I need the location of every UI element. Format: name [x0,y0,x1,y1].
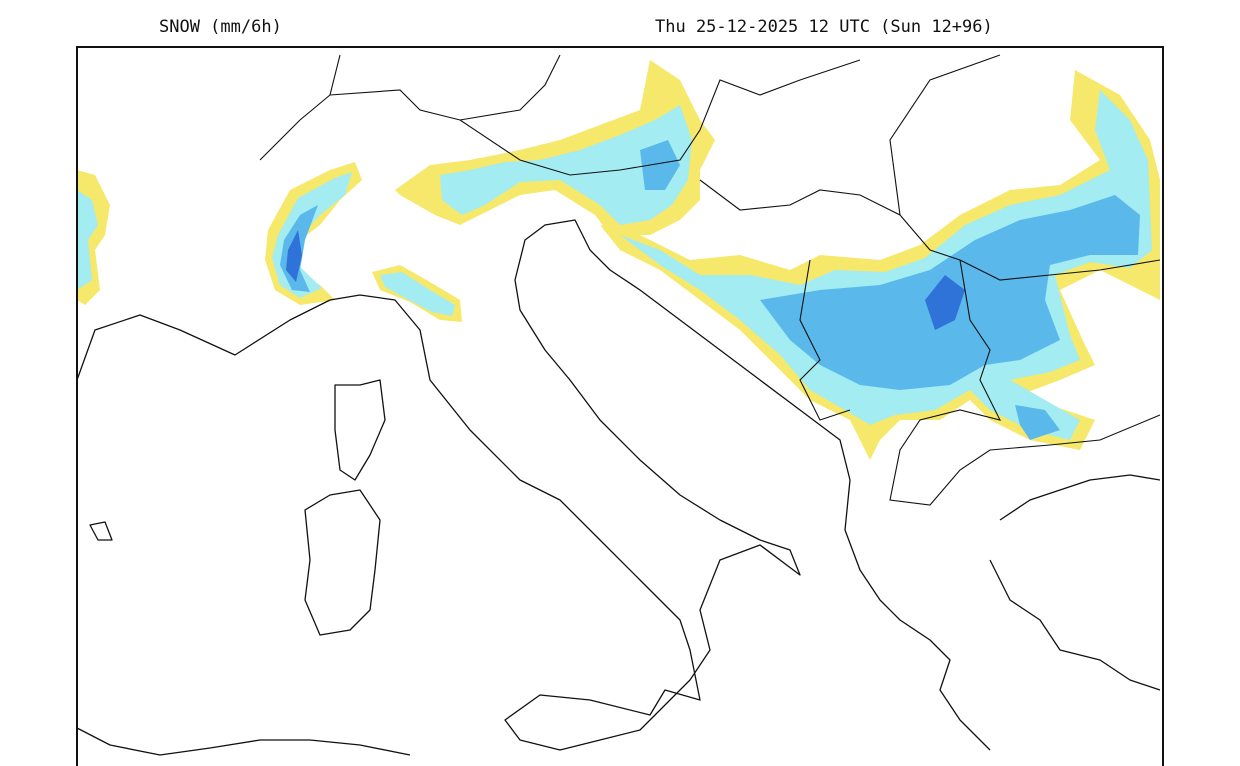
map-frame [76,46,1164,766]
snow-field [77,60,1160,460]
field-label: SNOW (mm/6h) [159,17,282,37]
borders [259,54,1161,506]
coastlines [76,219,1161,756]
valid-time: Thu 25-12-2025 12 UTC (Sun 12+96) [655,17,993,37]
